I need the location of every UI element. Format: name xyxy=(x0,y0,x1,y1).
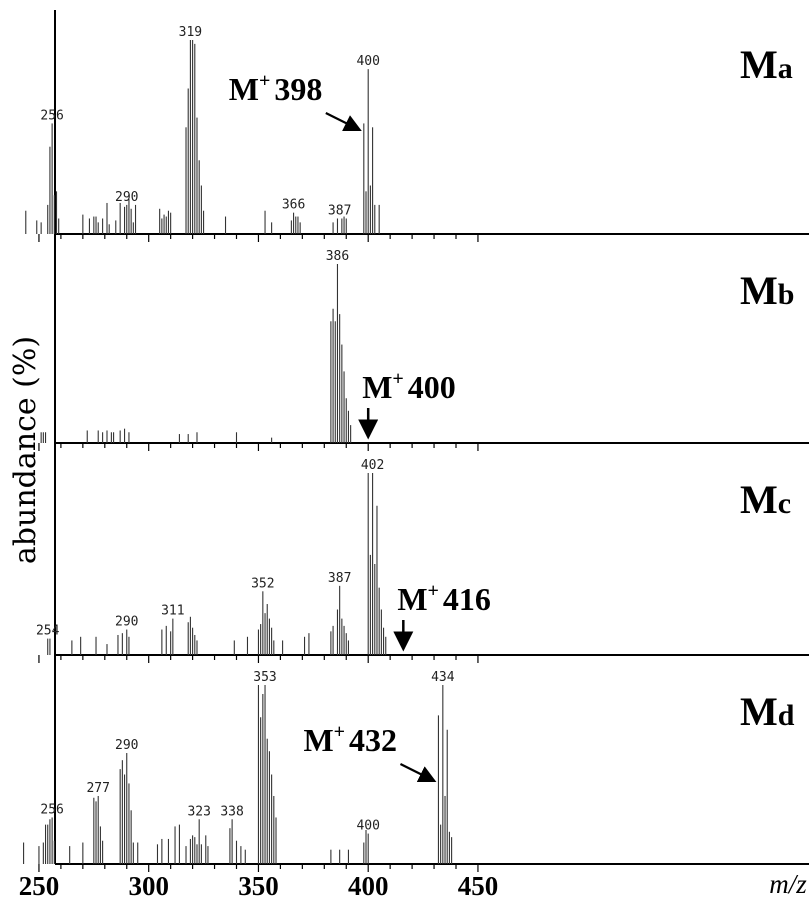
panel-label: Md xyxy=(740,689,795,734)
peak-label: 400 xyxy=(356,819,379,834)
panel-label: Mc xyxy=(740,477,791,522)
x-tick-label: 300 xyxy=(128,871,169,901)
molecular-ion-label: M+ 416 xyxy=(397,580,491,617)
peak-label: 256 xyxy=(40,802,63,817)
peak-label: 311 xyxy=(161,604,184,619)
x-axis-label: m/z xyxy=(769,869,807,899)
peak-label: 352 xyxy=(251,576,274,591)
molecular-ion-prefix: M xyxy=(229,71,259,107)
peak-label: 434 xyxy=(431,670,455,685)
peak-label: 387 xyxy=(328,203,351,218)
peak-label: 338 xyxy=(220,804,243,819)
molecular-ion-value: 400 xyxy=(408,369,456,405)
molecular-ion-charge: + xyxy=(334,721,345,743)
x-axis: 250 300 350 400 450 xyxy=(19,871,499,901)
molecular-ion-value: 432 xyxy=(349,722,397,758)
panel-label-main: M xyxy=(740,477,778,522)
peak-label: 290 xyxy=(115,738,138,753)
panel-label: Ma xyxy=(740,42,793,87)
molecular-ion-charge: + xyxy=(392,368,403,390)
molecular-ion-charge: + xyxy=(428,580,439,602)
peak-label: 387 xyxy=(328,571,351,586)
peak-label: 254 xyxy=(36,624,60,639)
molecular-ion-label: M+ 398 xyxy=(229,70,323,107)
x-tick-label: 450 xyxy=(458,871,499,901)
x-tick-label: 350 xyxy=(238,871,279,901)
panel-label-main: M xyxy=(740,42,778,87)
molecular-ion-prefix: M xyxy=(362,369,392,405)
panel-label-main: M xyxy=(740,268,778,313)
panel-label: Mb xyxy=(740,268,794,313)
molecular-ion-value: 398 xyxy=(274,71,322,107)
peak-label: 256 xyxy=(40,108,63,123)
peak-label: 353 xyxy=(253,670,276,685)
peak-label: 366 xyxy=(282,198,305,213)
molecular-ion-prefix: M xyxy=(397,581,427,617)
panel-label-main: M xyxy=(740,689,778,734)
panel-label-sub: b xyxy=(778,278,795,311)
molecular-ion-charge: + xyxy=(259,70,270,92)
panel-label-sub: c xyxy=(778,487,791,520)
peak-label: 290 xyxy=(115,190,138,205)
peak-label: 402 xyxy=(361,458,384,473)
y-axis-label: abundance (%) xyxy=(8,336,43,564)
panel-label-sub: d xyxy=(778,699,795,732)
x-tick-label: 250 xyxy=(19,871,60,901)
panel-label-sub: a xyxy=(778,52,793,85)
x-tick-label: 400 xyxy=(348,871,389,901)
molecular-ion-label: M+ 400 xyxy=(362,368,456,405)
peak-label: 400 xyxy=(356,54,379,69)
peak-label: 290 xyxy=(115,615,138,630)
molecular-ion-prefix: M xyxy=(303,722,333,758)
molecular-ion-value: 416 xyxy=(443,581,491,617)
molecular-ion-label: M+ 432 xyxy=(303,721,397,758)
peak-label: 323 xyxy=(187,804,210,819)
peak-label: 277 xyxy=(86,781,109,796)
peak-label: 386 xyxy=(326,249,349,264)
molecular-ion-arrow xyxy=(399,763,437,782)
peak-label: 319 xyxy=(179,25,202,40)
molecular-ion-arrow xyxy=(325,112,362,131)
